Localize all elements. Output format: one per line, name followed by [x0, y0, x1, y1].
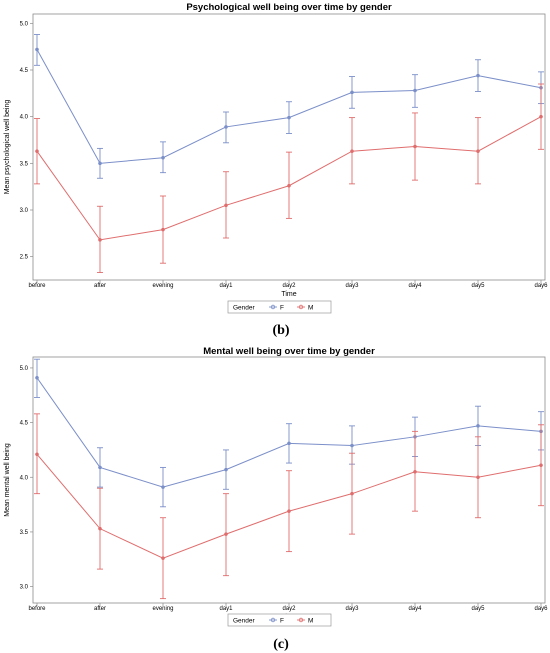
data-point — [98, 526, 102, 531]
data-point — [161, 485, 165, 489]
series-M — [34, 83, 544, 273]
data-point — [35, 375, 39, 380]
data-point — [350, 149, 354, 154]
x-tick-label: day3 — [345, 606, 359, 612]
y-tick-label: 4.5 — [20, 68, 29, 74]
legend-frame — [227, 613, 332, 627]
data-point — [35, 47, 39, 52]
data-point — [413, 469, 417, 474]
data-point — [476, 73, 480, 78]
data-point — [350, 491, 354, 496]
x-tick-label: evening — [152, 606, 173, 612]
data-point — [476, 424, 480, 428]
data-point — [287, 441, 291, 446]
data-point — [224, 467, 228, 472]
panel-caption: (b) — [272, 323, 289, 338]
data-point — [413, 144, 417, 149]
data-point — [539, 463, 543, 468]
y-tick-label: 4.5 — [20, 421, 29, 427]
data-point — [350, 90, 354, 95]
y-tick-label: 3.5 — [20, 161, 29, 167]
legend-entry: F — [280, 618, 284, 625]
x-tick-label: evening — [152, 283, 173, 289]
data-point — [224, 125, 228, 129]
series-F — [34, 34, 544, 179]
chart-panel-2: Mental well being over time by gender 3.0… — [4, 346, 548, 652]
data-point — [98, 238, 102, 242]
data-point — [161, 227, 165, 232]
data-point — [476, 149, 480, 154]
legend-title: Gender — [233, 305, 256, 312]
x-tick-label: day6 — [534, 283, 548, 289]
panel-caption: (c) — [273, 637, 289, 652]
data-point — [35, 149, 39, 154]
chart-panel-1: Psychological well being over time by ge… — [4, 2, 548, 338]
x-tick-label: day1 — [219, 283, 233, 289]
data-point — [287, 115, 291, 120]
data-point — [476, 475, 480, 480]
legend: Gender F M — [227, 300, 332, 314]
chart-title: Psychological well being over time by ge… — [186, 2, 392, 13]
legend-title: Gender — [233, 618, 256, 625]
y-tick-label: 5.0 — [20, 21, 29, 27]
x-axis-label: Time — [281, 291, 296, 298]
legend: Gender F M — [227, 613, 332, 627]
legend-entry: M — [308, 305, 313, 312]
data-point — [161, 155, 165, 160]
x-tick-label: day1 — [219, 606, 233, 612]
data-point — [224, 532, 228, 536]
y-tick-label: 5.0 — [20, 366, 29, 372]
x-tick-label: day5 — [471, 606, 485, 612]
legend-swatch-marker — [270, 617, 276, 623]
data-point — [224, 203, 228, 208]
y-tick-label: 3.0 — [20, 585, 29, 591]
x-tick-label: before — [28, 283, 46, 289]
data-point — [287, 509, 291, 514]
data-point — [413, 88, 417, 93]
y-tick-label: 4.0 — [20, 115, 29, 121]
y-tick-label: 2.5 — [20, 255, 29, 261]
legend-frame — [227, 300, 332, 314]
legend-swatch-marker — [298, 304, 304, 310]
x-tick-label: day2 — [282, 606, 296, 612]
data-point — [287, 183, 291, 188]
legend-swatch-marker — [270, 304, 276, 310]
data-point — [98, 465, 102, 470]
series-F — [34, 358, 544, 508]
chart-title: Mental well being over time by gender — [203, 346, 375, 357]
legend-swatch-marker — [298, 617, 304, 623]
legend-entry: M — [308, 618, 313, 625]
data-point — [98, 161, 102, 166]
series-M — [34, 413, 544, 600]
y-axis-label: Mean mental well being — [4, 443, 11, 517]
legend-entry: F — [280, 305, 284, 312]
x-tick-label: day3 — [345, 283, 359, 289]
x-tick-label: day6 — [534, 606, 548, 612]
plot-area-frame — [32, 13, 546, 281]
data-point — [539, 114, 543, 119]
x-tick-label: day4 — [408, 283, 422, 289]
x-tick-label: after — [94, 283, 106, 289]
x-tick-label: day2 — [282, 283, 296, 289]
y-axis-label: Mean psychological well being — [4, 100, 11, 195]
x-tick-label: day5 — [471, 283, 485, 289]
data-point — [35, 452, 39, 457]
x-tick-label: after — [94, 606, 106, 612]
data-point — [161, 556, 165, 561]
y-tick-label: 4.0 — [20, 475, 29, 481]
y-tick-label: 3.5 — [20, 530, 29, 536]
data-point — [350, 443, 354, 448]
x-tick-label: before — [28, 606, 46, 612]
x-tick-label: day4 — [408, 606, 422, 612]
y-tick-label: 3.0 — [20, 208, 29, 214]
